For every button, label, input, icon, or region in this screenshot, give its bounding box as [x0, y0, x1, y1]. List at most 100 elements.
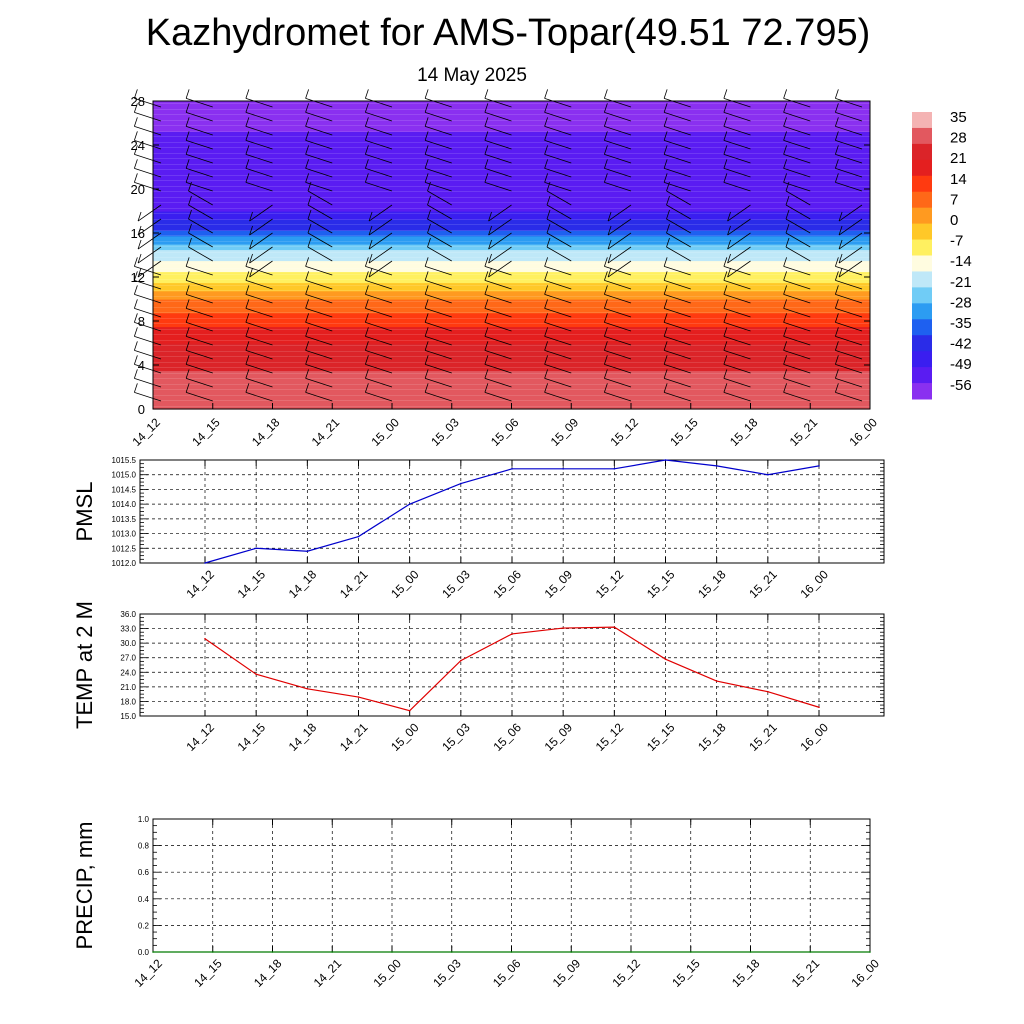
wind-barb-flag — [484, 145, 489, 155]
wind-barb-flag — [484, 383, 489, 393]
temperature-band — [153, 354, 870, 358]
wind-barb-shaft — [666, 246, 691, 262]
temperature-colorbar: 35 28 21 14 7 0 -7 -14 -21 -28 -35 -42 -49 -56 — [912, 109, 972, 400]
wind-barb-shaft — [134, 167, 162, 178]
temperature-band — [153, 351, 870, 355]
colorbar-swatch — [912, 319, 932, 336]
temperature-band — [153, 211, 870, 215]
wind-barb-shaft — [604, 349, 632, 360]
cross-section-panel: 0 4 8 12 16 20 24 28 14_12 14_15 14_18 14_21 15_00 15… — [129, 89, 880, 449]
wind-barb-flag — [484, 131, 489, 141]
colorbar-swatch — [912, 255, 932, 272]
wind-barb-shaft — [838, 260, 863, 278]
wind-barb-flag — [188, 209, 192, 220]
wind-barb-flag — [364, 117, 369, 127]
wind-barb-shaft — [185, 279, 213, 290]
wind-barb-shaft — [245, 181, 273, 192]
wind-barb-flag — [488, 211, 492, 222]
wind-barb-flag — [544, 271, 548, 281]
wind-barb-shaft — [666, 232, 691, 248]
wind-barb-shaft — [427, 204, 452, 220]
x-tick-label: 14_21 — [337, 567, 371, 601]
wind-barb-shaft — [185, 153, 213, 164]
wind-barb-flag — [364, 89, 369, 99]
wind-barb-flag — [137, 267, 142, 278]
wind-barb-flag — [663, 257, 668, 267]
temperature-band — [153, 266, 870, 270]
wind-barb-shaft — [785, 204, 811, 220]
temperature-band — [153, 136, 870, 141]
wind-barb-flag — [307, 209, 312, 220]
wind-barb-flag — [364, 327, 369, 337]
wind-barb-shaft — [245, 377, 273, 388]
temperature-band — [153, 183, 870, 187]
temperature-band — [153, 235, 870, 240]
wind-barb-shaft — [484, 139, 512, 150]
temperature-band — [153, 381, 870, 385]
wind-barb-shaft — [365, 153, 393, 164]
y-tick-label: 1015.5 — [112, 456, 137, 465]
wind-barb-shaft — [546, 204, 572, 220]
data-point — [689, 951, 692, 953]
colorbar-label: -7 — [950, 233, 963, 250]
wind-barb-flag — [834, 369, 839, 379]
wind-barb-flag — [834, 257, 839, 267]
temperature-band — [153, 288, 870, 292]
wind-barb-shaft — [785, 190, 811, 206]
wind-barb-flag — [544, 117, 548, 127]
wind-barb-flag — [663, 299, 668, 309]
wind-barb-shaft — [835, 97, 863, 108]
wind-barb-flag — [544, 257, 548, 267]
wind-barb-flag — [663, 173, 668, 183]
wind-barb-flag — [544, 145, 548, 155]
wind-barb-flag — [544, 383, 548, 393]
contour-lines — [153, 103, 870, 407]
wind-barb-shaft — [727, 204, 751, 222]
x-tick-label: 15_21 — [746, 567, 780, 601]
wind-barb-shaft — [723, 279, 751, 290]
wind-barb-shaft — [604, 335, 632, 346]
wind-barb-flag — [783, 327, 787, 337]
wind-barb-flag — [188, 195, 192, 206]
wind-barb-flag — [663, 271, 668, 281]
wind-barb-flag — [133, 131, 138, 141]
wind-barb-shaft — [137, 204, 162, 222]
colorbar-swatch — [912, 271, 932, 288]
wind-barb-flag — [603, 369, 608, 379]
x-tick-label: 16_00 — [846, 415, 880, 449]
wind-barb-flag — [245, 271, 250, 281]
temperature-band — [153, 153, 870, 157]
x-tick-label: 15_06 — [490, 720, 524, 754]
colorbar-label: -42 — [950, 336, 972, 353]
wind-barb-flag — [307, 223, 312, 234]
data-point — [818, 706, 820, 709]
wind-barb-flag — [424, 89, 429, 99]
wind-barb-flag — [838, 267, 843, 278]
x-tick-label: 15_12 — [607, 415, 641, 449]
data-point — [562, 468, 564, 470]
x-tick-label: 15_21 — [746, 720, 780, 754]
wind-barb-shaft — [424, 391, 452, 402]
wind-barb-shaft — [727, 260, 751, 278]
wind-barb-shaft — [544, 153, 572, 164]
wind-barb-flag — [424, 257, 429, 267]
x-tick-label: 15_21 — [787, 415, 821, 449]
data-point — [767, 473, 769, 476]
wind-barb-flag — [484, 341, 489, 351]
temp2m-panel: 15.0 18.0 21.0 24.0 27.0 30.0 33.0 36.0 14_12 14_… — [72, 601, 885, 754]
wind-barb-flag — [245, 369, 250, 379]
wind-barb-shaft — [783, 265, 811, 276]
wind-barb-shaft — [424, 321, 452, 332]
wind-barb-flag — [133, 173, 138, 183]
wind-barb-shaft — [835, 335, 863, 346]
wind-barb-flag — [603, 145, 608, 155]
y-tick-label: 8 — [138, 314, 145, 329]
wind-barb-flag — [245, 257, 250, 267]
wind-barb-shaft — [607, 246, 632, 264]
wind-barb-shaft — [604, 153, 632, 164]
wind-barb-flag — [546, 223, 551, 234]
wind-barb-shaft — [188, 246, 213, 262]
wind-barb-flag — [484, 355, 489, 365]
wind-barb-flag — [783, 159, 787, 169]
wind-barb-flag — [364, 159, 369, 169]
